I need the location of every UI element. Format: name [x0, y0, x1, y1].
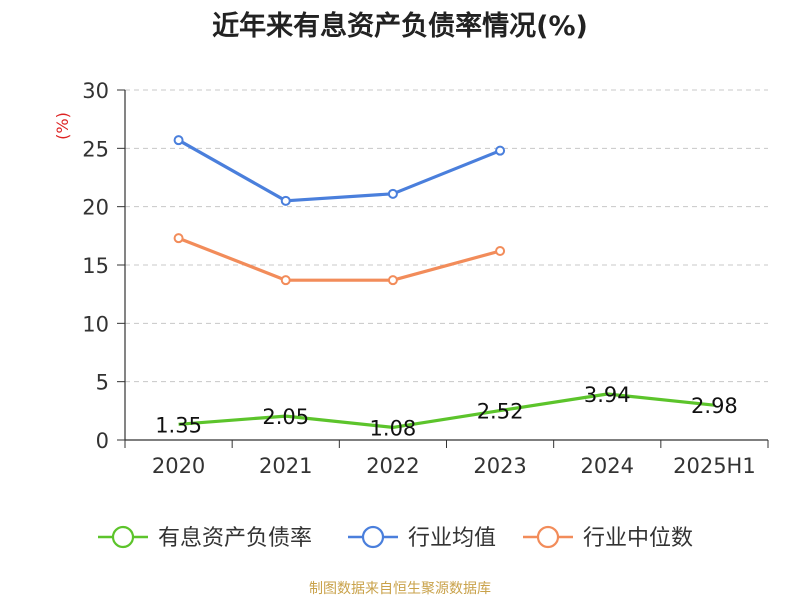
y-tick-label: 30: [82, 79, 109, 103]
series-point: [280, 275, 291, 286]
legend-label: 有息资产负债率: [158, 526, 312, 551]
series-point: [173, 135, 184, 146]
series-point: [173, 233, 184, 244]
y-tick-label: 10: [82, 312, 109, 336]
x-tick-label: 2022: [366, 454, 419, 478]
series-point: [495, 246, 506, 256]
series-line: [178, 392, 715, 429]
data-label: 3.94: [584, 383, 631, 407]
data-label: 2.52: [477, 400, 524, 424]
x-tick-label: 2020: [152, 454, 205, 478]
legend-marker: [536, 525, 560, 549]
y-tick-label: 15: [82, 254, 109, 278]
x-tick-label: 2025H1: [673, 454, 756, 478]
y-axis-label: (%): [53, 112, 72, 140]
data-label: 2.98: [691, 394, 738, 418]
data-label: 1.08: [370, 416, 417, 440]
line-chart: 0 5 10 15 20 25 30 (%) 2020 2021 2022 2023 2024 2025H…: [53, 79, 769, 551]
data-label: 2.05: [262, 405, 309, 429]
x-tick-label: 2024: [581, 454, 634, 478]
footer-source: 制图数据来自恒生聚源数据库: [309, 581, 491, 597]
series-point: [495, 145, 506, 156]
legend-label: 行业中位数: [583, 526, 693, 551]
legend-label: 行业均值: [408, 526, 496, 551]
x-tick-label: 2023: [473, 454, 526, 478]
y-tick-label: 5: [96, 371, 109, 395]
series-point: [387, 275, 398, 286]
series-line: [177, 138, 501, 203]
y-tick-label: 25: [82, 137, 109, 161]
chart-title: 近年来有息资产负债率情况(%): [212, 11, 588, 42]
legend-marker: [111, 525, 135, 549]
y-tick-label: 20: [82, 196, 109, 220]
legend-marker: [361, 525, 385, 549]
y-tick-label: 0: [96, 429, 109, 453]
series-point: [387, 188, 398, 199]
data-label: 1.35: [155, 413, 202, 437]
series-line: [178, 236, 501, 282]
x-tick-label: 2021: [259, 454, 312, 478]
series-point: [280, 195, 291, 206]
